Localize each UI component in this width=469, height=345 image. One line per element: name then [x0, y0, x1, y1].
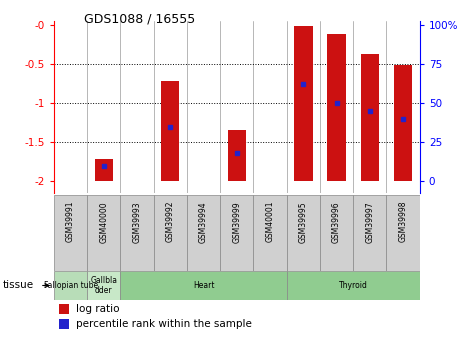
- Bar: [294, 26, 312, 181]
- Text: GSM39997: GSM39997: [365, 201, 374, 243]
- Text: GSM39994: GSM39994: [199, 201, 208, 243]
- Bar: [320, 195, 353, 271]
- Text: GSM39999: GSM39999: [232, 201, 242, 243]
- Bar: [121, 195, 154, 271]
- Text: GSM39998: GSM39998: [399, 201, 408, 243]
- Bar: [87, 271, 121, 300]
- Bar: [287, 195, 320, 271]
- Bar: [327, 34, 346, 181]
- Text: Heart: Heart: [193, 281, 214, 290]
- Text: tissue: tissue: [2, 280, 33, 290]
- Bar: [253, 195, 287, 271]
- Bar: [54, 195, 87, 271]
- Text: Fallopian tube: Fallopian tube: [44, 281, 98, 290]
- Bar: [227, 130, 246, 181]
- Bar: [353, 195, 386, 271]
- Text: GSM39991: GSM39991: [66, 201, 75, 243]
- Bar: [87, 195, 121, 271]
- Bar: [121, 271, 287, 300]
- Text: GSM39992: GSM39992: [166, 201, 175, 243]
- Bar: [287, 271, 420, 300]
- Text: GSM39993: GSM39993: [133, 201, 142, 243]
- Text: Gallbla
dder: Gallbla dder: [91, 276, 117, 295]
- Text: log ratio: log ratio: [76, 304, 120, 314]
- Text: GSM39995: GSM39995: [299, 201, 308, 243]
- Bar: [220, 195, 253, 271]
- Text: percentile rank within the sample: percentile rank within the sample: [76, 319, 252, 329]
- Bar: [187, 195, 220, 271]
- Bar: [386, 195, 420, 271]
- Bar: [361, 55, 379, 181]
- Bar: [161, 81, 180, 181]
- Bar: [394, 66, 412, 181]
- Bar: [154, 195, 187, 271]
- Text: GDS1088 / 16555: GDS1088 / 16555: [84, 12, 196, 25]
- Text: Thyroid: Thyroid: [339, 281, 368, 290]
- Bar: [95, 159, 113, 181]
- Text: GSM40001: GSM40001: [265, 201, 275, 243]
- Text: GSM40000: GSM40000: [99, 201, 108, 243]
- Bar: [54, 271, 87, 300]
- Text: GSM39996: GSM39996: [332, 201, 341, 243]
